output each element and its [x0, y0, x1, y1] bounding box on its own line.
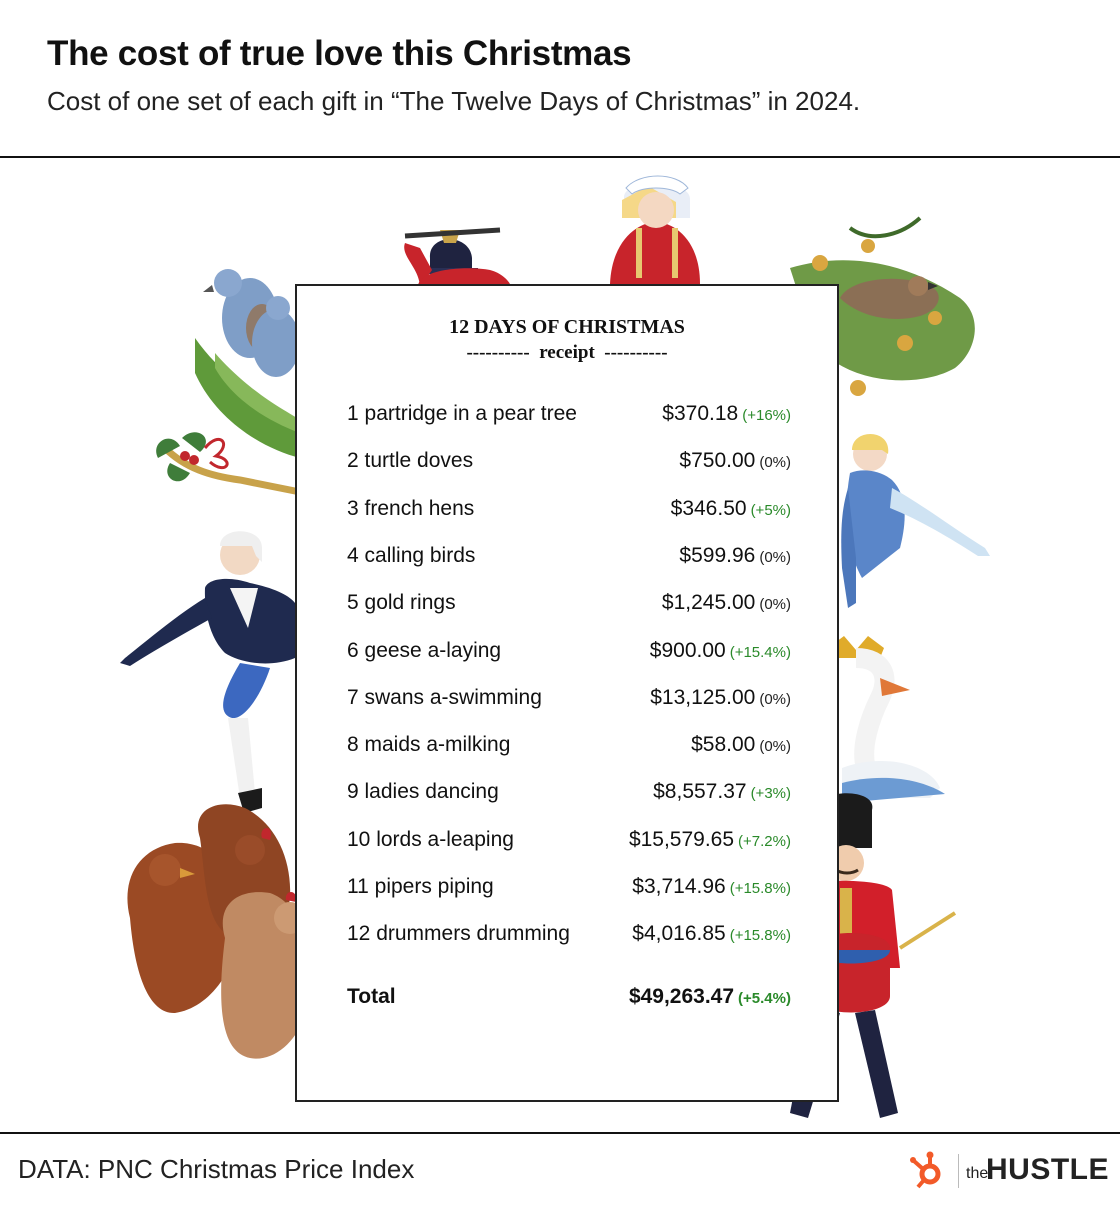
gift-name: 3 french hens — [347, 496, 475, 520]
price-cell: $370.18 (+16%) — [662, 402, 791, 426]
price-change: (0%) — [759, 548, 791, 566]
price-cell: $3,714.96 (+15.8%) — [632, 875, 791, 899]
table-row: 9 ladies dancing $8,557.37 (+3%) — [347, 780, 791, 810]
the-hustle-logo: the HUSTLE — [908, 1150, 1109, 1192]
lord-leaping-icon — [120, 531, 295, 813]
receipt-subheading: ---------- receipt ---------- — [466, 342, 668, 363]
gift-price: $15,579.65 — [628, 827, 735, 851]
price-change: (0%) — [759, 738, 791, 756]
gift-name: 10 lords a-leaping — [347, 827, 514, 851]
price-cell: $13,125.00 (0%) — [650, 686, 791, 710]
price-change: (+7.2%) — [738, 832, 791, 850]
gift-name: 5 gold rings — [347, 591, 456, 615]
table-row: 7 swans a-swimming $13,125.00 (0%) — [347, 686, 791, 716]
table-row: 11 pipers piping $3,714.96 (+15.8%) — [347, 875, 791, 905]
table-row: 8 maids a-milking $58.00 (0%) — [347, 733, 791, 763]
gift-price: $13,125.00 — [650, 685, 756, 709]
gift-name: 9 ladies dancing — [347, 780, 499, 804]
table-row: 1 partridge in a pear tree $370.18 (+16%) — [347, 402, 791, 432]
piper-icon — [404, 227, 510, 308]
table-row: 6 geese a-laying $900.00 (+15.4%) — [347, 639, 791, 669]
chart-subtitle: Cost of one set of each gift in “The Twe… — [47, 86, 861, 116]
top-divider — [0, 156, 1120, 158]
gift-name: 7 swans a-swimming — [347, 685, 542, 709]
gift-price: $750.00 — [679, 449, 756, 473]
gift-price: $599.96 — [679, 543, 756, 567]
price-change: (+15.4%) — [729, 643, 791, 661]
receipt-heading: 12 DAYS OF CHRISTMAS — [449, 316, 685, 338]
price-change: (0%) — [759, 454, 791, 472]
table-row: 3 french hens $346.50 (+5%) — [347, 497, 791, 527]
receipt-table: 12 DAYS OF CHRISTMAS ---------- receipt … — [295, 284, 839, 1102]
gift-name: 1 partridge in a pear tree — [347, 402, 577, 425]
chart-title: The cost of true love this Christmas — [47, 34, 632, 73]
gift-price: $3,714.96 — [632, 875, 726, 898]
gift-name: 12 drummers drumming — [347, 922, 570, 946]
price-change: (+15.8%) — [729, 927, 791, 945]
table-row: 12 drummers drumming $4,016.85 (+15.8%) — [347, 922, 791, 952]
hubspot-sprocket-icon — [910, 1151, 941, 1189]
price-cell: $900.00 (+15.4%) — [650, 639, 791, 663]
price-change: (+16%) — [742, 407, 791, 424]
table-row: 4 calling birds $599.96 (0%) — [347, 544, 791, 574]
price-cell: $346.50 (+5%) — [671, 497, 791, 521]
price-change: (0%) — [759, 596, 791, 614]
swan-icon — [828, 636, 945, 803]
logo-the: the — [966, 1165, 989, 1182]
gift-name: 11 pipers piping — [347, 875, 494, 898]
price-cell: $599.96 (0%) — [679, 544, 791, 568]
table-row: 2 turtle doves $750.00 (0%) — [347, 449, 791, 479]
gift-price: $58.00 — [691, 733, 756, 757]
gift-price: $4,016.85 — [632, 922, 726, 946]
price-cell: $1,245.00 (0%) — [662, 591, 791, 615]
price-cell: $49,263.47 (+5.4%) — [629, 985, 791, 1009]
french-hens-icon — [127, 804, 316, 1059]
total-row: Total $49,263.47 (+5.4%) — [347, 985, 791, 1015]
price-cell: $4,016.85 (+15.8%) — [632, 922, 791, 946]
data-source: DATA: PNC Christmas Price Index — [18, 1154, 415, 1184]
logo-separator — [958, 1154, 959, 1188]
price-change: (0%) — [759, 690, 791, 708]
table-row: 5 gold rings $1,245.00 (0%) — [347, 591, 791, 621]
gift-price: $900.00 — [649, 638, 726, 662]
price-change: (+3%) — [750, 785, 791, 803]
total-price: $49,263.47 — [628, 984, 735, 1008]
logo-hustle: HUSTLE — [986, 1153, 1109, 1186]
lady-dancing-icon — [841, 433, 990, 608]
gift-name: 6 geese a-laying — [347, 638, 502, 662]
price-cell: $58.00 (0%) — [691, 733, 791, 757]
gift-price: $346.50 — [670, 496, 747, 520]
price-cell: $8,557.37 (+3%) — [653, 780, 791, 804]
gift-price: $1,245.00 — [661, 591, 756, 615]
gift-name: 2 turtle doves — [347, 449, 474, 473]
gift-name: 4 calling birds — [347, 543, 476, 567]
table-row: 10 lords a-leaping $15,579.65 (+7.2%) — [347, 828, 791, 858]
gift-price: $8,557.37 — [653, 780, 747, 804]
holly-ribbon-icon — [156, 432, 301, 496]
turtle-doves-icon — [195, 269, 300, 458]
maid-icon — [610, 175, 700, 284]
price-cell: $750.00 (0%) — [679, 449, 791, 473]
price-change: (+5%) — [750, 501, 791, 519]
total-change: (+5.4%) — [738, 989, 791, 1007]
gift-name: 8 maids a-milking — [347, 733, 511, 757]
price-change: (+15.8%) — [729, 880, 791, 897]
bottom-divider — [0, 1132, 1120, 1134]
total-label: Total — [347, 984, 396, 1008]
price-cell: $15,579.65 (+7.2%) — [629, 828, 791, 852]
gift-price: $370.18 — [662, 402, 739, 425]
